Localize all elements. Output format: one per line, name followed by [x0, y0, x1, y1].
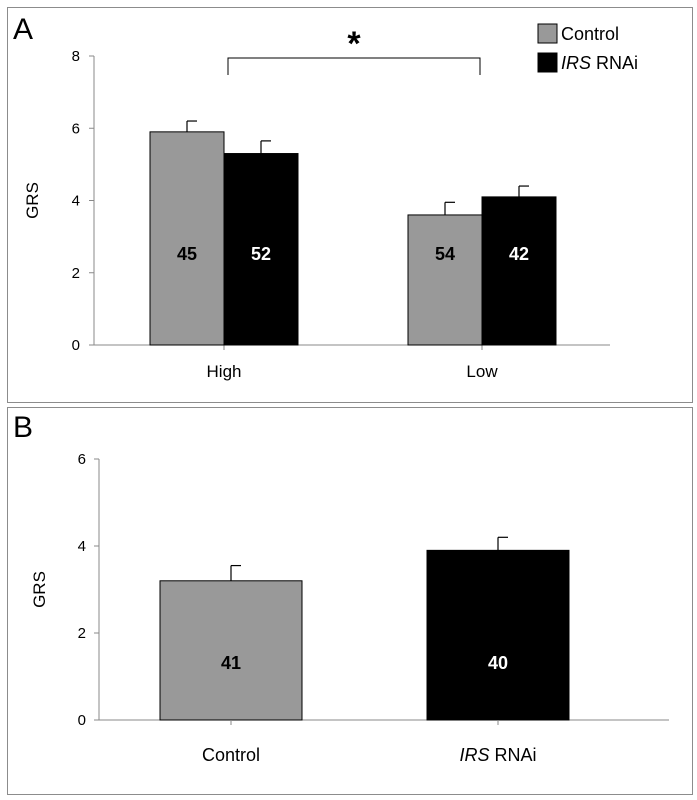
- bar-control: [149, 131, 225, 346]
- x-tick-label: Low: [466, 362, 498, 381]
- bar-irs-rnai: [223, 153, 299, 346]
- bar-control: [407, 214, 483, 346]
- panel-letter-a: A: [13, 13, 34, 46]
- y-tick-label: 0: [78, 712, 86, 729]
- bar-n-label: 40: [488, 653, 508, 673]
- panel-letter-b: B: [13, 411, 34, 444]
- significance-bracket: [227, 57, 481, 75]
- legend-swatch-control: [537, 23, 558, 44]
- legend-swatch-irs-rnai: [537, 52, 558, 73]
- bar-n-label: 54: [435, 244, 455, 264]
- chart-b: 0 2 4 6 GRS 41 Control 40 IRS RNAi: [30, 451, 669, 765]
- bar-n-label: 41: [221, 653, 241, 673]
- y-tick-label: 4: [72, 193, 80, 210]
- chart-a: 0 2 4 6 8 GRS High 45 52 Low 54 42 * Control IRS RNAi: [23, 23, 638, 381]
- y-tick-label: 6: [78, 451, 86, 468]
- legend-label-irs-rnai: IRS RNAi: [561, 53, 638, 73]
- y-tick-label: 2: [78, 625, 86, 642]
- panel-a: A 0 2 4 6 8 GRS High 45 52 Low 54 42 * Control IRS RNA…: [7, 7, 693, 403]
- bar-control: [159, 580, 303, 721]
- x-tick-label: IRS RNAi: [459, 745, 536, 765]
- bar-n-label: 42: [509, 244, 529, 264]
- y-axis-title: GRS: [23, 182, 42, 219]
- legend-label-control: Control: [561, 24, 619, 44]
- bar-n-label: 52: [251, 244, 271, 264]
- y-axis-title: GRS: [30, 571, 49, 608]
- x-tick-label: Control: [202, 745, 260, 765]
- significance-asterisk: *: [347, 25, 361, 63]
- bar-irs-rnai: [481, 196, 557, 346]
- y-tick-label: 6: [72, 120, 80, 137]
- bar-n-label: 45: [177, 244, 197, 264]
- bar-irs-rnai: [426, 549, 570, 721]
- panel-b: B 0 2 4 6 GRS 41 Control 40 IRS RNAi: [7, 407, 693, 795]
- x-tick-label: High: [207, 362, 242, 381]
- y-tick-label: 8: [72, 48, 80, 65]
- y-tick-label: 0: [72, 337, 80, 354]
- y-tick-label: 4: [78, 538, 86, 555]
- y-tick-label: 2: [72, 265, 80, 282]
